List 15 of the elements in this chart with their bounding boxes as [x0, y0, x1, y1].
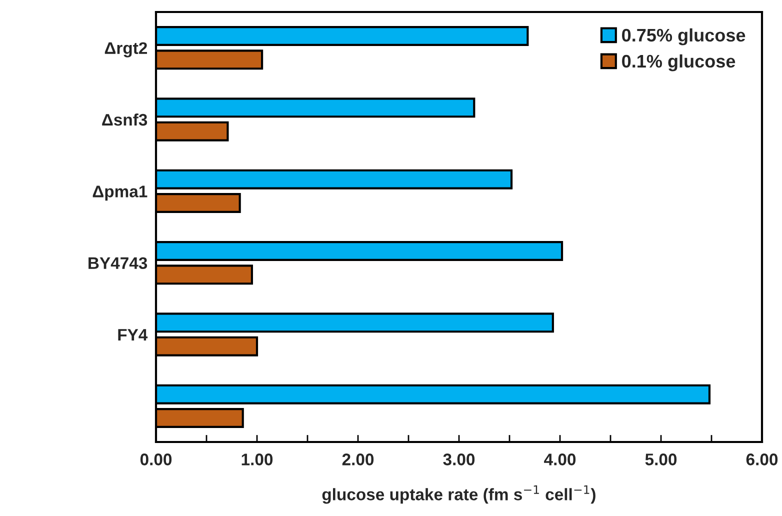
- x-tick-label: 5.00: [645, 454, 677, 466]
- y-tick-label: FY4: [118, 329, 148, 341]
- x-tick-label: 4.00: [544, 454, 576, 466]
- x-tick-label: 6.00: [746, 454, 778, 466]
- legend-label: 0.75% glucose: [622, 28, 746, 46]
- legend-label: 0.1% glucose: [622, 54, 736, 72]
- y-tick-label: Δrgt2: [104, 42, 147, 58]
- y-tick-label: Δpma1: [92, 186, 148, 201]
- x-tick-label: 1.00: [242, 454, 273, 466]
- x-tick-label: 0.00: [140, 454, 172, 466]
- x-tick-label: 3.00: [443, 454, 475, 466]
- x-tick-label: 2.00: [342, 454, 374, 466]
- x-axis-title: glucose uptake rate (fm s$^{−1}$ cell$^{−1}$): [322, 485, 596, 504]
- y-tick-label: Δsnf3: [102, 113, 148, 126]
- y-tick-label: BY4743: [88, 257, 148, 270]
